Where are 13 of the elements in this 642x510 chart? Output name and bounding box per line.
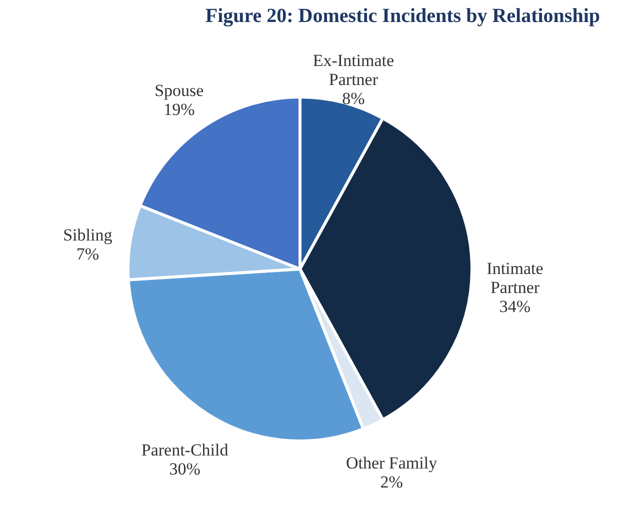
slice-label: Sibling [63, 225, 113, 244]
slice-label: Ex-Intimate Partner [312, 50, 394, 89]
chart-title: Figure 20: Domestic Incidents by Relationship [205, 5, 600, 27]
slice-label: Other Family [346, 454, 438, 473]
data-label: 30% [169, 460, 200, 479]
slice-label: Intimate Partner [486, 259, 544, 297]
data-label: 19% [164, 100, 195, 120]
data-label: 7% [76, 244, 99, 264]
data-label: 34% [499, 297, 531, 316]
slice-label: Spouse [154, 81, 204, 100]
data-label: 8% [342, 88, 365, 108]
slice-label: Parent-Child [141, 440, 229, 460]
data-label: 2% [380, 472, 403, 492]
